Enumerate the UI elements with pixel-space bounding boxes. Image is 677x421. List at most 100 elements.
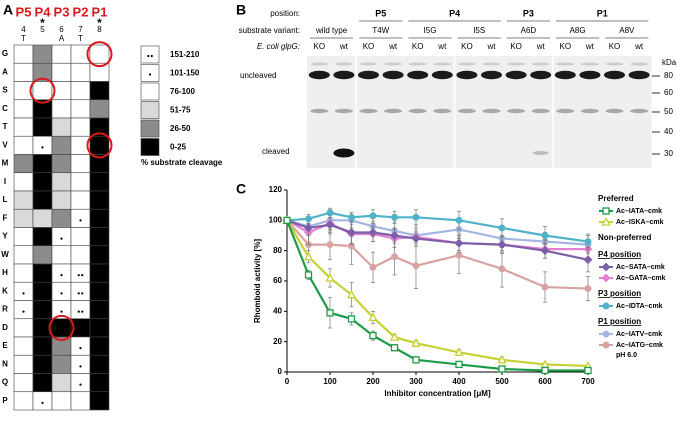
cell-dot [81, 274, 84, 277]
row-label: W [1, 250, 9, 259]
x-tick-label: 0 [285, 377, 290, 386]
point [391, 213, 398, 221]
cell-dot [81, 292, 84, 295]
band-uncleaved [604, 70, 625, 80]
cell-dot [60, 310, 63, 313]
variant-label: A8V [619, 26, 635, 35]
heatmap-cell [32, 354, 53, 374]
row-label: E [2, 341, 8, 350]
residue: A [59, 34, 65, 43]
band-smear [408, 62, 427, 66]
heatmap-cell [70, 354, 91, 374]
position-label: P1 [597, 8, 608, 18]
heatmap-cell [89, 245, 110, 265]
heatmap-cell [13, 263, 34, 283]
heatmap-cell [89, 208, 110, 228]
heatmap-cell [70, 208, 91, 228]
row-label: P [2, 396, 8, 405]
band-smear [556, 62, 575, 66]
position-label: P5 [375, 8, 386, 18]
legend-label: Ac–IDTA–cmk [616, 303, 663, 310]
heatmap-cell [89, 263, 110, 283]
band-minor [433, 108, 452, 114]
heatmap-cell [13, 373, 34, 393]
heatmap-cell [32, 245, 53, 265]
position-label: P3 [523, 8, 534, 18]
legend-label: 151-210 [170, 50, 200, 59]
point [326, 209, 334, 217]
band-smear [334, 62, 353, 66]
row-label: V [2, 140, 8, 149]
heatmap-cell [13, 190, 34, 210]
row-label: Y [2, 232, 8, 241]
legend-title: % substrate cleavage [141, 158, 223, 167]
heatmap-cell [89, 391, 110, 411]
row-label: F [3, 213, 8, 222]
position-number: 4 [21, 25, 26, 34]
row-label: M [2, 159, 9, 168]
heatmap-cell [32, 263, 53, 283]
heatmap-cell [13, 318, 34, 338]
heatmap-cell [70, 190, 91, 210]
position-label: P4 [35, 4, 52, 19]
legend-marker [601, 273, 611, 283]
point [584, 285, 592, 293]
point [369, 263, 377, 271]
heatmap-cell [89, 354, 110, 374]
y-tick-label: 80 [273, 246, 282, 255]
band-uncleaved [382, 70, 404, 80]
heatmap-cell [51, 99, 72, 119]
point [541, 283, 549, 291]
band-smear [359, 62, 378, 66]
residue: T [78, 34, 83, 43]
point [325, 273, 335, 282]
heatmap-cell [70, 154, 91, 174]
residue: T [21, 34, 26, 43]
heatmap-cell [89, 373, 110, 393]
point [498, 265, 506, 273]
point [304, 223, 313, 233]
cell-dot [60, 237, 63, 240]
heatmap-cell [51, 391, 72, 411]
legend-group-title: P3 position [598, 289, 641, 298]
position-label: P1 [92, 4, 108, 19]
lane-label: wt [536, 42, 546, 51]
legend-marker [601, 262, 611, 272]
band-label: cleaved [262, 147, 290, 156]
heatmap-cell [13, 281, 34, 301]
variant-label: T4W [372, 26, 389, 35]
lane-label: KO [609, 42, 621, 51]
heatmap-cell [70, 263, 91, 283]
heatmap-cell [70, 99, 91, 119]
band-uncleaved [628, 70, 650, 80]
position-label: P3 [54, 4, 70, 19]
heatmap-cell [89, 336, 110, 356]
legend-label: Ac–ISKA–cmk [616, 219, 664, 226]
cell-dot [77, 292, 80, 295]
heatmap-cell [13, 44, 34, 64]
point [411, 234, 421, 243]
heatmap-cell [70, 281, 91, 301]
x-axis-label: Inhibitor concentration [μM] [384, 389, 491, 398]
point [498, 224, 506, 232]
point [346, 289, 357, 299]
cell-dot [77, 274, 80, 277]
marker-label: 40 [664, 127, 673, 136]
position-number: 6 [59, 25, 64, 34]
point [326, 241, 334, 249]
point [368, 312, 378, 322]
x-tick-label: 700 [581, 377, 595, 386]
legend-label: Ac–IATG–cmk [616, 342, 663, 349]
kda-label: kDa [662, 58, 677, 67]
band-minor [408, 108, 427, 114]
heatmap-cell [89, 281, 110, 301]
band-smear [531, 62, 550, 66]
point [304, 271, 313, 279]
legend-label: Ac–SATA–cmk [616, 264, 665, 271]
heatmap-cell [51, 190, 72, 210]
legend-dot [148, 73, 152, 76]
point [541, 232, 549, 239]
heatmap-cell [51, 208, 72, 228]
heatmap-cell [13, 245, 34, 265]
